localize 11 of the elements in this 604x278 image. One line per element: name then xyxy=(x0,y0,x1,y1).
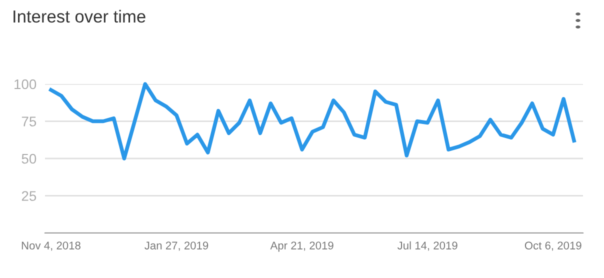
line-series xyxy=(49,82,576,160)
x-tick-label: Jan 27, 2019 xyxy=(144,242,208,251)
chart-title: Interest over time xyxy=(14,10,146,23)
y-tick-label: 25 xyxy=(22,191,36,201)
x-tick-label: Nov 4, 2018 xyxy=(22,242,80,251)
x-tick-label: Jul 14, 2019 xyxy=(397,241,458,251)
x-tick-label: Apr 21, 2019 xyxy=(270,242,334,252)
y-tick-label: 100 xyxy=(14,79,36,90)
y-tick-label: 75 xyxy=(22,116,36,126)
y-tick-label: 50 xyxy=(22,154,36,164)
x-tick-label: Oct 6, 2019 xyxy=(524,242,582,251)
